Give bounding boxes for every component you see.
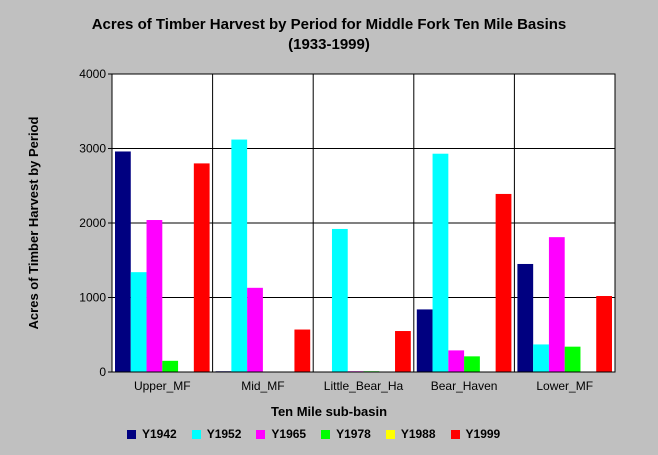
legend-label: Y1952 (206, 427, 242, 441)
bar-y1952-mid-mf (231, 139, 248, 372)
bar-y1952-upper-mf (130, 272, 147, 372)
legend-swatch (127, 429, 136, 439)
legend-swatch (191, 429, 201, 439)
bar-y1999-mid-mf (294, 329, 311, 372)
bar-y1965-mid-mf (247, 287, 263, 372)
x-axis-label: Ten Mile sub-basin (271, 404, 387, 419)
bar-y1978-upper-mf (162, 360, 179, 372)
chart-title: Acres of Timber Harvest by Period for Mi… (91, 16, 567, 33)
y-tick-label: 4000 (79, 67, 106, 81)
x-tick-label: Little_Bear_Ha (324, 379, 404, 393)
legend-item-y1942: Y1942 (127, 427, 177, 441)
chart-subtitle: (1933-1999) (288, 36, 370, 53)
x-tick-label: Upper_MF (134, 379, 191, 393)
legend: Y1942 Y1952 Y1965 Y1978 Y1988 Y1999 (127, 426, 515, 442)
legend-item-y1978: Y1978 (321, 427, 371, 441)
bar-y1965-lower-mf (548, 237, 565, 372)
legend-label: Y1942 (142, 427, 177, 441)
y-tick-label: 3000 (79, 142, 106, 156)
bar-y1978-lower-mf (564, 346, 581, 372)
bars-group (115, 139, 612, 372)
y-tick-label: 2000 (79, 216, 106, 230)
bar-y1965-upper-mf (146, 220, 163, 372)
y-tick-label: 0 (99, 365, 106, 379)
bar-y1978-bear-haven (464, 356, 480, 372)
y-axis-label: Acres of Timber Harvest by Period (26, 117, 41, 330)
legend-swatch (450, 429, 460, 439)
legend-label: Y1978 (336, 427, 371, 441)
legend-item-y1988: Y1988 (385, 427, 436, 441)
bar-y1965-bear-haven (448, 350, 465, 372)
legend-swatch (256, 429, 266, 439)
legend-swatch (385, 429, 395, 439)
bar-y1942-lower-mf (517, 263, 534, 372)
bar-y1952-little-bear-ha (331, 228, 348, 372)
x-tick-label: Bear_Haven (431, 379, 498, 393)
bar-y1942-bear-haven (416, 309, 433, 372)
legend-swatch (321, 429, 331, 439)
plot-area (112, 74, 615, 372)
bar-y1999-upper-mf (193, 163, 210, 372)
legend-label: Y1988 (400, 427, 436, 441)
legend-item-y1999: Y1999 (450, 427, 501, 441)
legend-item-y1952: Y1952 (191, 427, 242, 441)
y-tick-label: 1000 (79, 291, 106, 305)
legend-label: Y1999 (465, 427, 501, 441)
x-tick-label: Lower_MF (536, 379, 593, 393)
bar-y1952-lower-mf (533, 344, 549, 372)
bar-y1952-bear-haven (432, 153, 449, 372)
bar-y1942-upper-mf (115, 151, 131, 372)
axes-group: 0 1000 2000 3000 4000 Upper_MF Mid_MF Little_Be… (79, 67, 616, 393)
legend-label: Y1965 (271, 427, 307, 441)
bar-y1999-lower-mf (596, 296, 612, 372)
bar-y1999-bear-haven (495, 193, 512, 372)
x-tick-label: Mid_MF (241, 379, 284, 393)
legend-item-y1965: Y1965 (256, 427, 306, 441)
bar-y1999-little-bear-ha (395, 331, 411, 372)
